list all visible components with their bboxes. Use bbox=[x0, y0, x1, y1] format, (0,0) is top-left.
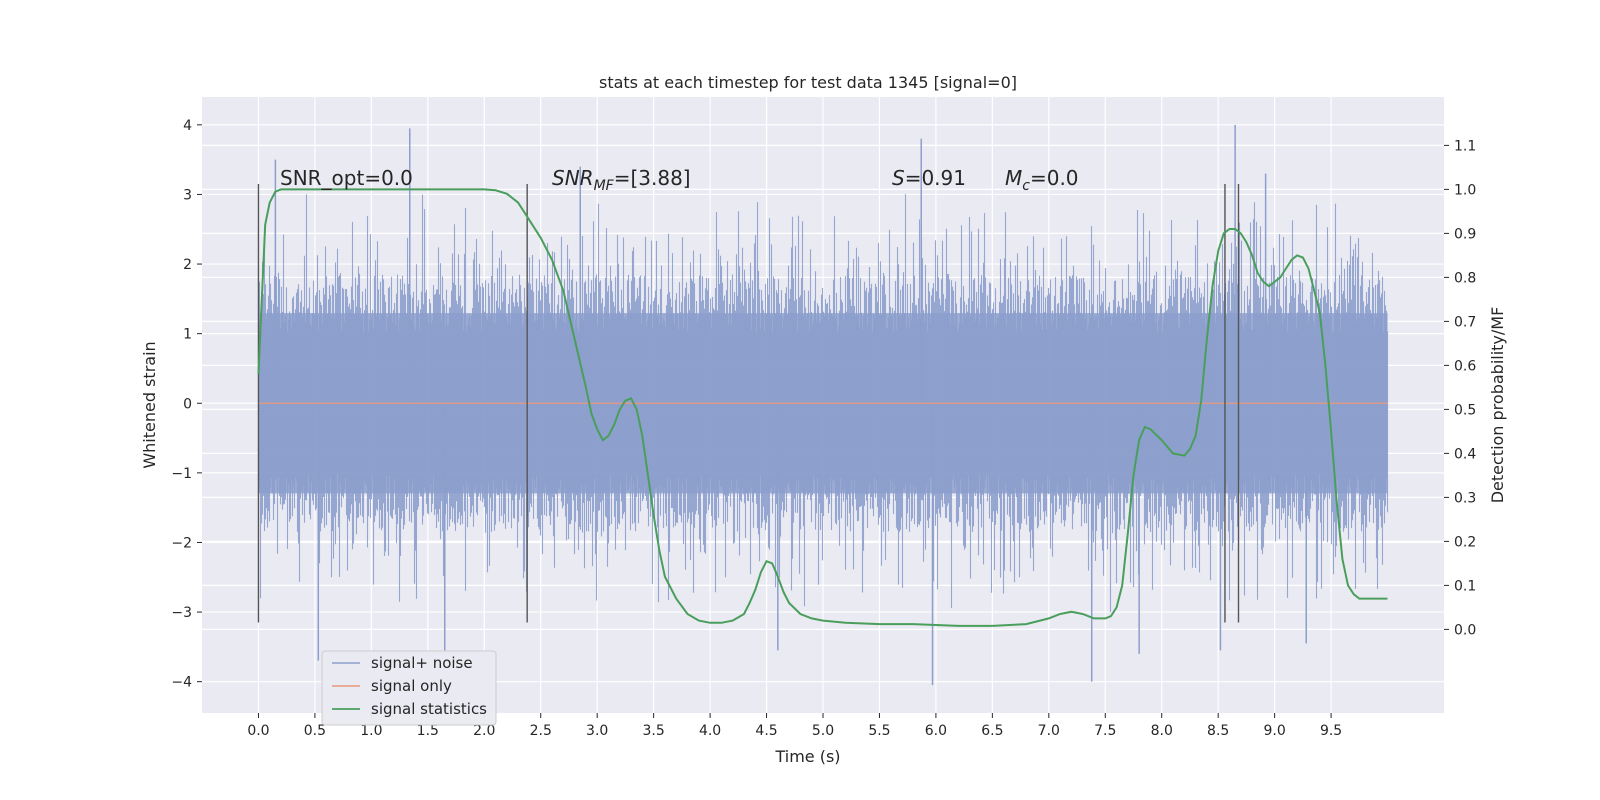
y-right-tick-label: 0.9 bbox=[1454, 226, 1476, 242]
y-right-tick-label: 0.4 bbox=[1454, 446, 1476, 462]
annotation-snr-mf-sub: MF bbox=[594, 178, 615, 194]
y-right-tick-label: 0.3 bbox=[1454, 490, 1476, 506]
y-axis-left-label: Whitened strain bbox=[140, 341, 159, 468]
x-tick-label: 6.5 bbox=[981, 723, 1003, 739]
annotations: SNR_opt=0.0 SNRMF=[3.88] S=0.91 Mc=0.0 bbox=[280, 166, 1079, 194]
x-tick-label: 0.0 bbox=[247, 723, 269, 739]
x-tick-label: 0.5 bbox=[304, 723, 326, 739]
y-right-tick-label: 0.2 bbox=[1454, 534, 1476, 550]
y-right-tick-label: 0.5 bbox=[1454, 402, 1476, 418]
x-tick-label: 8.5 bbox=[1207, 723, 1229, 739]
x-tick-label: 4.5 bbox=[755, 723, 777, 739]
y-axis-right-label: Detection probability/MF bbox=[1488, 307, 1507, 504]
annotation-snr-mf: SNRMF=[3.88] bbox=[552, 166, 691, 194]
y-left-tick-label: 4 bbox=[183, 118, 192, 134]
legend-entry-signal-statistics: signal statistics bbox=[371, 700, 487, 718]
legend-box bbox=[321, 650, 497, 726]
x-tick-label: 7.5 bbox=[1094, 723, 1116, 739]
vertical-markers bbox=[257, 184, 1240, 623]
y-right-tick-label: 1.0 bbox=[1454, 182, 1476, 198]
x-tick-label: 3.5 bbox=[643, 723, 665, 739]
annotation-mc: Mc=0.0 bbox=[1005, 166, 1079, 194]
legend: signal+ noise signal only signal statist… bbox=[321, 650, 497, 726]
y-left-tick-label: −2 bbox=[171, 535, 192, 551]
annotation-mc-sub: c bbox=[1022, 178, 1030, 194]
annotation-s-main: S bbox=[892, 166, 905, 190]
x-tick-label: 9.0 bbox=[1264, 723, 1286, 739]
y-right-tick-label: 0.0 bbox=[1454, 622, 1476, 638]
x-tick-label: 5.5 bbox=[868, 723, 890, 739]
y-left-tick-label: −3 bbox=[171, 605, 192, 621]
x-tick-label: 6.0 bbox=[925, 723, 947, 739]
y-left-tick-label: 3 bbox=[183, 187, 192, 203]
annotation-s: S=0.91 bbox=[892, 166, 966, 190]
y-axis-right-ticks: 0.0 0.1 0.2 0.3 0.4 0.5 0.6 0.7 0.8 0.9 1.0 1.1 bbox=[1444, 138, 1476, 638]
y-right-tick-label: 0.6 bbox=[1454, 358, 1476, 374]
legend-entry-signal-noise: signal+ noise bbox=[371, 654, 473, 672]
x-axis-label: Time (s) bbox=[774, 747, 840, 766]
x-tick-label: 2.0 bbox=[473, 723, 495, 739]
annotation-mc-main: M bbox=[1005, 166, 1022, 190]
chart-title: stats at each timestep for test data 134… bbox=[599, 73, 1017, 92]
y-right-tick-label: 1.1 bbox=[1454, 138, 1476, 154]
legend-entry-signal-only: signal only bbox=[371, 677, 452, 695]
x-tick-label: 1.0 bbox=[360, 723, 382, 739]
x-tick-label: 7.0 bbox=[1038, 723, 1060, 739]
y-left-tick-label: 1 bbox=[183, 327, 192, 343]
y-left-tick-label: 2 bbox=[183, 257, 192, 273]
y-right-tick-label: 0.8 bbox=[1454, 270, 1476, 286]
y-right-tick-label: 0.7 bbox=[1454, 314, 1476, 330]
annotation-snr-opt: SNR_opt=0.0 bbox=[280, 166, 413, 190]
annotation-s-value: =0.91 bbox=[905, 166, 966, 190]
annotation-snr-mf-main: SNR bbox=[552, 166, 594, 190]
y-left-tick-label: −1 bbox=[171, 466, 192, 482]
series-signal-statistics bbox=[257, 188, 1388, 627]
x-tick-label: 1.5 bbox=[417, 723, 439, 739]
annotation-mc-value: =0.0 bbox=[1030, 166, 1079, 190]
x-tick-label: 3.0 bbox=[586, 723, 608, 739]
signal-statistics-line bbox=[257, 188, 1388, 627]
x-tick-label: 4.0 bbox=[699, 723, 721, 739]
x-axis-ticks: 0.0 0.5 1.0 1.5 2.0 2.5 3.0 3.5 4.0 4.5 5.0 5.5 6.0 6… bbox=[247, 713, 1342, 739]
y-left-tick-label: −4 bbox=[171, 675, 192, 691]
x-tick-label: 5.0 bbox=[812, 723, 834, 739]
annotation-snr-mf-value: =[3.88] bbox=[614, 166, 691, 190]
x-tick-label: 2.5 bbox=[530, 723, 552, 739]
x-tick-label: 9.5 bbox=[1320, 723, 1342, 739]
y-right-tick-label: 0.1 bbox=[1454, 578, 1476, 594]
x-tick-label: 8.0 bbox=[1151, 723, 1173, 739]
y-axis-left-ticks: −4 −3 −2 −1 0 1 2 3 4 bbox=[171, 118, 202, 691]
y-left-tick-label: 0 bbox=[183, 396, 192, 412]
